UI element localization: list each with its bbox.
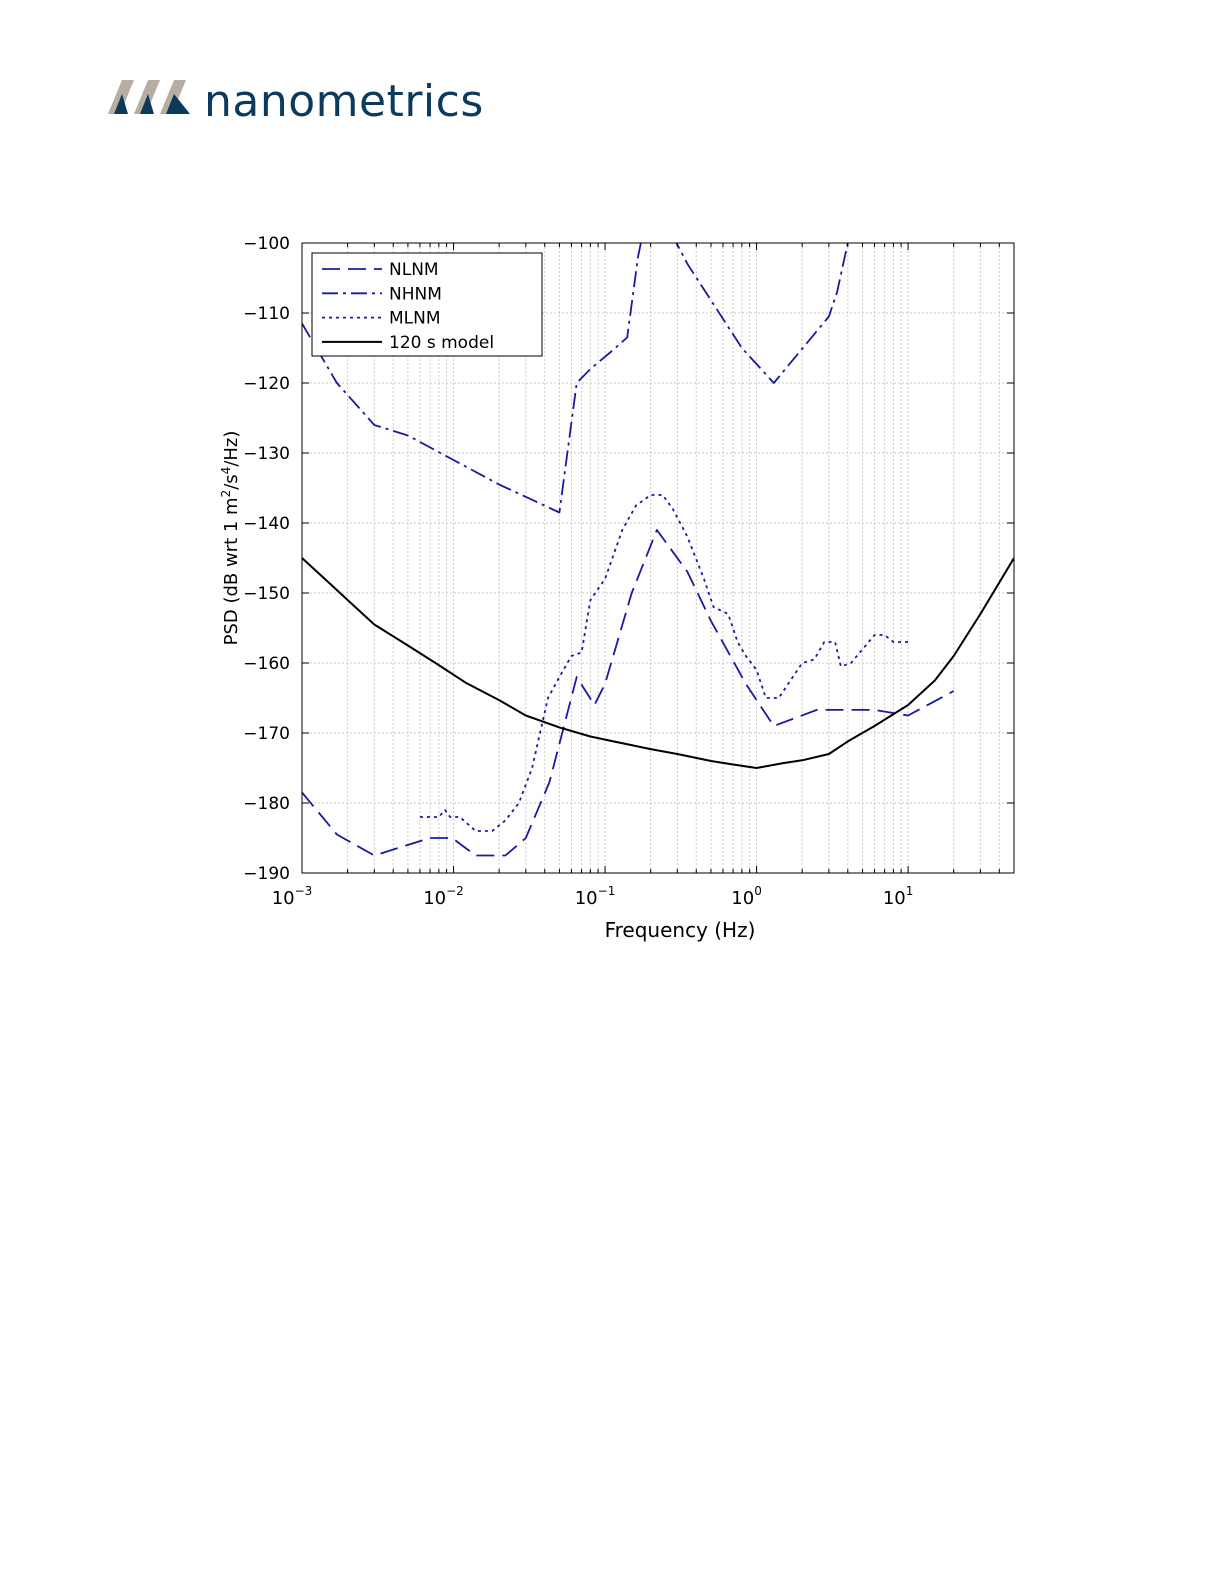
x-tick-label: 10−1 (575, 884, 616, 909)
y-axis-label-sup2: 4 (219, 467, 233, 475)
tick-marks (301, 242, 1015, 874)
y-tick-labels: −100 −110 −120 −130 −140 −150 −160 −170 −180 −190 (243, 234, 290, 884)
series-layer (302, 243, 1014, 857)
y-axis-label-end: /Hz) (221, 431, 242, 467)
mark-tri-3 (166, 94, 190, 114)
x-tick-base: 10 (731, 888, 754, 909)
x-axis-label: Frequency (Hz) (605, 918, 756, 942)
legend: NLNM NHNM MLNM 120 s model (311, 252, 543, 357)
series-line-nhnm (302, 243, 849, 514)
x-tick-base: 10 (423, 888, 446, 909)
x-tick-exponent: 1 (906, 884, 914, 898)
x-tick-label: 10−3 (272, 884, 313, 909)
x-tick-label: 101 (883, 884, 914, 909)
logo: nanometrics (108, 74, 483, 130)
y-axis-label-main: PSD (dB wrt 1 m (221, 497, 242, 645)
x-tick-base: 10 (575, 888, 598, 909)
series-line-nlnm (302, 529, 955, 857)
x-tick-label: 10−2 (423, 884, 464, 909)
x-tick-exponent: 0 (754, 884, 762, 898)
x-tick-labels: 10−3 10−2 10−1 100 101 (272, 884, 914, 909)
y-axis-label-mid: /s (221, 474, 242, 489)
y-tick-label: −120 (243, 374, 290, 394)
y-tick-label: −160 (243, 654, 290, 674)
series-line-mlnm (419, 494, 909, 832)
legend-label: NLNM (389, 260, 439, 280)
series-line-120-s-model (302, 557, 1014, 769)
psd-chart: −100 −110 −120 −130 −140 −150 −160 −170 −180 −190… (200, 220, 1040, 964)
x-tick-exponent: −3 (295, 884, 313, 898)
y-tick-label: −150 (243, 584, 290, 604)
y-axis-label-sup1: 2 (219, 490, 233, 498)
y-tick-label: −140 (243, 514, 290, 534)
y-tick-label: −110 (243, 304, 290, 324)
x-tick-base: 10 (883, 888, 906, 909)
x-tick-exponent: −2 (446, 884, 464, 898)
x-axis-label-text: Frequency (Hz) (605, 918, 756, 942)
legend-box (311, 252, 543, 357)
legend-label: 120 s model (389, 333, 494, 353)
y-tick-label: −130 (243, 444, 290, 464)
chart-canvas: −100−110−120−130−140−150−160−170−180−190… (219, 234, 1015, 942)
plot-frame (301, 242, 1015, 874)
brand-name: nanometrics (204, 76, 484, 127)
x-tick-label: 100 (731, 884, 762, 909)
y-tick-label: −170 (243, 724, 290, 744)
nanometrics-mark-icon (108, 80, 190, 114)
y-tick-label: −190 (243, 864, 290, 884)
legend-label: NHNM (389, 284, 442, 304)
mark-tri-1 (114, 94, 128, 114)
legend-label: MLNM (389, 309, 441, 329)
y-axis-label: PSD (dB wrt 1 m2/s4/Hz) (219, 431, 242, 646)
x-tick-base: 10 (272, 888, 295, 909)
x-tick-exponent: −1 (598, 884, 616, 898)
y-tick-label: −100 (243, 234, 290, 254)
mark-tri-2 (140, 94, 154, 114)
y-tick-label: −180 (243, 794, 290, 814)
